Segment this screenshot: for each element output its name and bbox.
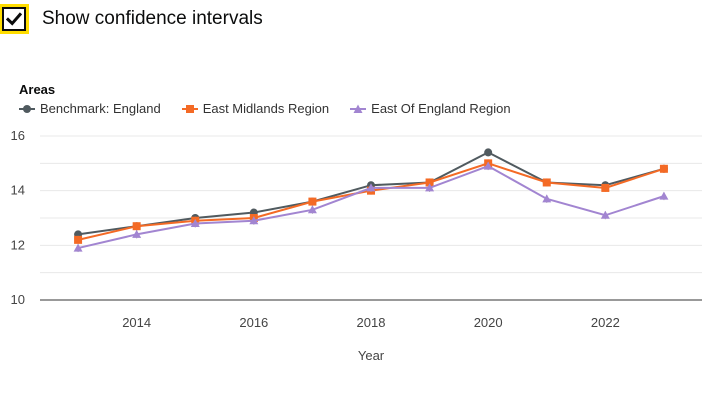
- data-point: [659, 191, 669, 200]
- data-point: [601, 183, 610, 192]
- legend-triangle-marker-icon: [350, 104, 367, 113]
- data-point: [542, 194, 552, 203]
- data-point: [307, 205, 317, 214]
- data-point: [366, 183, 376, 192]
- line-chart: 10 12 14 16 2014 2016 2018 2020 2022 Year: [11, 128, 702, 363]
- data-point: [132, 229, 142, 238]
- series-group: [73, 148, 669, 253]
- legend-label: Benchmark: England: [40, 101, 161, 116]
- data-point: [483, 161, 493, 170]
- confidence-intervals-label: Show confidence intervals: [42, 8, 263, 29]
- y-tick-label: 10: [11, 292, 25, 307]
- y-tick-label: 12: [11, 237, 25, 252]
- data-point: [542, 178, 551, 187]
- data-point: [132, 222, 141, 231]
- x-axis-label: Year: [358, 348, 385, 363]
- data-point: [74, 235, 83, 244]
- y-tick-label: 16: [11, 128, 25, 143]
- legend-item-east-midlands[interactable]: East Midlands Region: [181, 101, 330, 116]
- data-point: [249, 216, 259, 225]
- chart-legend: Benchmark: England East Midlands Region …: [19, 101, 532, 116]
- data-point: [308, 197, 317, 206]
- legend-item-east-of-england[interactable]: East Of England Region: [350, 101, 511, 116]
- data-point: [425, 178, 434, 187]
- data-point: [190, 218, 200, 227]
- series: [74, 159, 668, 244]
- confidence-intervals-toggle[interactable]: Show confidence intervals: [0, 4, 263, 34]
- data-point: [425, 183, 435, 192]
- axes: 10 12 14 16 2014 2016 2018 2020 2022: [11, 128, 702, 330]
- data-point: [73, 243, 83, 252]
- legend-circle-marker-icon: [19, 104, 35, 113]
- data-point: [600, 210, 610, 219]
- x-tick-label: 2018: [357, 315, 386, 330]
- areas-heading: Areas: [19, 82, 56, 97]
- legend-label: East Of England Region: [371, 101, 511, 116]
- legend-item-benchmark-england[interactable]: Benchmark: England: [19, 101, 161, 116]
- x-tick-label: 2014: [122, 315, 151, 330]
- data-point: [659, 164, 668, 173]
- checkmark-icon: [6, 12, 22, 26]
- x-tick-label: 2022: [591, 315, 620, 330]
- data-point: [484, 148, 493, 157]
- x-tick-label: 2016: [239, 315, 268, 330]
- series: [73, 161, 669, 253]
- legend-square-marker-icon: [181, 104, 198, 113]
- legend-label: East Midlands Region: [202, 101, 330, 116]
- x-tick-label: 2020: [474, 315, 503, 330]
- gridlines: [40, 135, 702, 274]
- y-tick-label: 14: [11, 183, 25, 198]
- confidence-intervals-checkbox[interactable]: [0, 4, 29, 34]
- series-line: [77, 164, 665, 250]
